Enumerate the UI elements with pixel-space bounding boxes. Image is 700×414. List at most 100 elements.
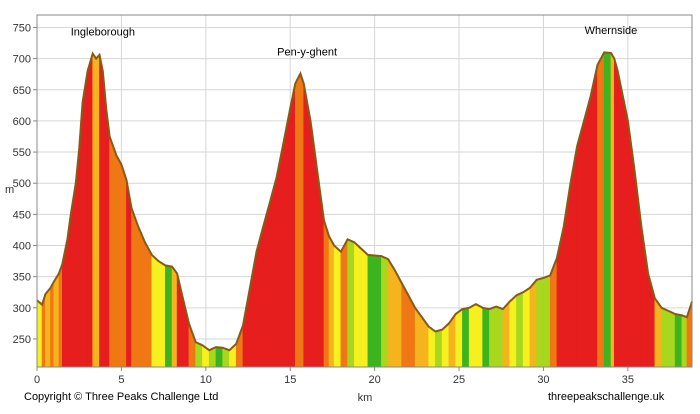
elevation-segment <box>387 258 396 368</box>
elevation-segment <box>556 226 565 368</box>
x-tick-label: 30 <box>537 374 549 386</box>
elevation-segment <box>328 236 335 368</box>
elevation-segment <box>333 244 342 368</box>
elevation-segment <box>617 71 624 368</box>
x-axis-title: km <box>358 392 373 404</box>
y-tick-label: 450 <box>13 209 31 221</box>
copyright-text: Copyright © Three Peaks Challenge Ltd <box>24 391 218 403</box>
peak-label: Pen-y-ghent <box>277 47 337 59</box>
elevation-segment <box>381 255 389 368</box>
x-axis-ticks: 0 5 10 15 20 25 30 35 <box>34 367 634 386</box>
y-tick-label: 300 <box>13 303 31 315</box>
elevation-segment <box>428 325 436 368</box>
elevation-segment <box>242 289 251 368</box>
elevation-segment <box>99 54 104 368</box>
elevation-segment <box>95 54 100 368</box>
elevation-segment <box>502 300 510 368</box>
elevation-segment <box>316 170 321 368</box>
elevation-segment <box>269 176 278 368</box>
x-tick-label: 5 <box>118 374 124 386</box>
y-axis-ticks: 250 300 350 400 450 500 550 600 650 700 750 <box>13 22 37 346</box>
x-tick-label: 0 <box>34 374 40 386</box>
elevation-segment <box>654 297 662 368</box>
y-axis-title: m <box>5 184 14 196</box>
elevation-segment <box>112 145 117 368</box>
elevation-segment <box>583 95 592 368</box>
elevation-segment <box>303 83 308 368</box>
elevation-segment <box>131 208 139 368</box>
elevation-segment <box>536 277 544 368</box>
elevation-segment <box>347 238 355 368</box>
elevation-segment <box>109 136 114 368</box>
elevation-segment <box>603 52 612 368</box>
elevation-segment <box>661 307 669 368</box>
elevation-segment <box>622 95 629 368</box>
x-tick-label: 25 <box>453 374 465 386</box>
elevation-segment <box>58 264 63 368</box>
y-tick-label: 600 <box>13 116 31 128</box>
elevation-segment <box>529 278 537 368</box>
y-tick-label: 750 <box>13 22 31 34</box>
elevation-segment <box>300 73 305 368</box>
elevation-segment <box>102 71 107 368</box>
x-tick-label: 20 <box>369 374 381 386</box>
y-tick-label: 500 <box>13 178 31 190</box>
elevation-segment <box>50 281 55 368</box>
elevation-segment <box>614 58 619 368</box>
elevation-segment <box>482 307 490 368</box>
y-tick-label: 550 <box>13 147 31 159</box>
elevation-segment <box>310 120 315 368</box>
y-tick-label: 400 <box>13 241 31 253</box>
elevation-segment <box>576 120 585 368</box>
elevation-segment <box>610 51 615 368</box>
elevation-segment <box>289 83 296 368</box>
elevation-segment <box>468 303 477 368</box>
x-tick-label: 35 <box>622 374 634 386</box>
elevation-segment <box>92 52 97 368</box>
elevation-segment <box>151 254 159 368</box>
elevation-segment <box>522 287 531 368</box>
elevation-segment <box>144 242 153 368</box>
elevation-segment <box>394 270 402 368</box>
peak-label: Ingleborough <box>71 27 135 39</box>
elevation-segment <box>323 220 330 368</box>
elevation-segment <box>121 164 127 368</box>
elevation-segment <box>435 329 443 368</box>
peak-labels: Ingleborough Pen-y-ghent Whernside <box>71 25 638 59</box>
elevation-segment <box>36 299 43 368</box>
elevation-segment <box>313 145 318 368</box>
elevation-segment <box>158 260 166 368</box>
elevation-segment <box>668 310 676 368</box>
elevation-segment <box>475 303 483 368</box>
elevation-segment <box>215 346 223 368</box>
elevation-segment <box>374 255 382 368</box>
elevation-segment <box>87 53 94 368</box>
website-text: threepeakschallenge.uk <box>548 391 665 403</box>
elevation-segment <box>137 226 146 368</box>
elevation-segment <box>597 52 605 368</box>
elevation-segment <box>360 247 369 368</box>
elevation-segment <box>105 108 110 368</box>
y-tick-label: 350 <box>13 272 31 284</box>
elevation-segment <box>45 287 51 368</box>
elevation-segment <box>294 73 301 368</box>
elevation-segment <box>367 254 375 368</box>
elevation-segment <box>82 71 88 368</box>
peak-label: Whernside <box>585 25 638 37</box>
plot-frame <box>36 14 693 368</box>
elevation-segment <box>171 265 178 368</box>
elevation-segment <box>681 314 688 368</box>
elevation-area <box>36 51 693 368</box>
x-tick-label: 15 <box>284 374 296 386</box>
elevation-segment <box>455 308 463 368</box>
elevation-segment <box>462 307 470 368</box>
elevation-segment <box>53 272 60 368</box>
elevation-segment <box>306 102 311 368</box>
y-tick-label: 700 <box>13 54 31 66</box>
elevation-segment <box>489 306 497 368</box>
elevation-segment <box>674 313 683 368</box>
elevation-segment <box>543 274 551 368</box>
elevation-segment <box>164 265 173 368</box>
elevation-segment <box>235 325 244 368</box>
